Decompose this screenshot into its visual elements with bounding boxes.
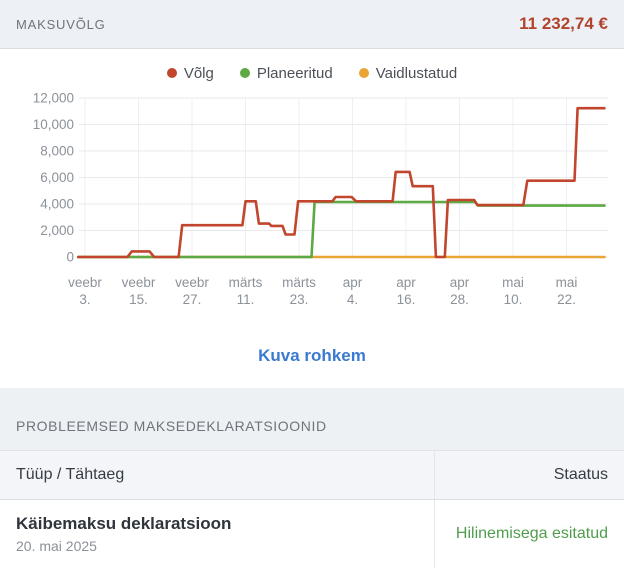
declarations-table-header: Tüüp / Tähtaeg Staatus <box>0 450 624 500</box>
svg-text:10,000: 10,000 <box>33 117 74 132</box>
legend-label: Planeeritud <box>256 64 333 82</box>
show-more-link[interactable]: Kuva rohkem <box>258 346 366 365</box>
legend-dot <box>239 68 250 78</box>
svg-text:4.: 4. <box>347 292 358 307</box>
svg-text:8,000: 8,000 <box>40 144 74 159</box>
declaration-type: Käibemaksu deklaratsioon <box>16 514 232 533</box>
svg-text:4,000: 4,000 <box>40 197 74 212</box>
svg-text:veebr: veebr <box>175 275 209 290</box>
svg-text:3.: 3. <box>79 292 90 307</box>
legend-label: Vaidlustatud <box>375 64 458 82</box>
legend-item-vaidlustatud[interactable]: Vaidlustatud <box>358 64 458 82</box>
legend-item-planeeritud[interactable]: Planeeritud <box>239 64 333 82</box>
svg-text:märts: märts <box>229 275 263 290</box>
svg-text:märts: märts <box>282 275 316 290</box>
column-header-status: Staatus <box>434 451 624 499</box>
panel-header: MAKSUVÕLG 11 232,74 € <box>0 0 624 49</box>
svg-text:apr: apr <box>450 275 470 290</box>
svg-text:22.: 22. <box>557 292 576 307</box>
declaration-status-cell: Hilinemisega esitatud <box>434 500 624 568</box>
legend-item-võlg[interactable]: Võlg <box>166 64 214 82</box>
declarations-rows: Käibemaksu deklaratsioon 20. mai 2025 Hili… <box>0 500 624 568</box>
panel-title: MAKSUVÕLG <box>16 16 106 32</box>
show-more-row: Kuva rohkem <box>0 343 624 370</box>
declaration-due-date: 20. mai 2025 <box>16 538 97 554</box>
svg-text:23.: 23. <box>290 292 309 307</box>
svg-text:11.: 11. <box>237 292 255 307</box>
svg-text:apr: apr <box>396 275 416 290</box>
declaration-status: Hilinemisega esitatud <box>455 525 608 542</box>
svg-text:apr: apr <box>343 275 363 290</box>
line-chart: veebr 3. veebr 15. veebr 27. märts 11. märts 23. a… <box>33 91 608 307</box>
table-row[interactable]: Käibemaksu deklaratsioon 20. mai 2025 Hili… <box>0 500 624 568</box>
svg-text:6,000: 6,000 <box>40 170 74 185</box>
svg-text:mai: mai <box>556 275 578 290</box>
total-debt-amount: 11 232,74 € <box>519 14 608 33</box>
legend-label: Võlg <box>183 64 214 82</box>
chart-section: Võlg Planeeritud Vaidlustatud veebr 3. veebr… <box>0 49 624 388</box>
legend-dot <box>358 68 369 78</box>
svg-text:0: 0 <box>66 250 74 265</box>
svg-text:10.: 10. <box>504 292 523 307</box>
svg-text:mai: mai <box>502 275 524 290</box>
declaration-type-due-cell: Käibemaksu deklaratsioon 20. mai 2025 <box>0 500 434 568</box>
column-header-type-due: Tüüp / Tähtaeg <box>16 466 125 483</box>
svg-text:12,000: 12,000 <box>33 91 74 106</box>
svg-text:veebr: veebr <box>68 275 102 290</box>
declarations-table: Tüüp / Tähtaeg Staatus Käibemaksu deklar… <box>0 450 624 568</box>
svg-text:28.: 28. <box>450 292 469 307</box>
svg-text:2,000: 2,000 <box>40 223 74 238</box>
svg-text:veebr: veebr <box>122 275 156 290</box>
chart-legend: Võlg Planeeritud Vaidlustatud <box>0 62 624 84</box>
svg-text:16.: 16. <box>397 292 416 307</box>
declarations-title: PROBLEEMSED MAKSEDEKLARATSIOONID <box>16 418 327 434</box>
svg-text:27.: 27. <box>183 292 202 307</box>
svg-text:15.: 15. <box>129 292 148 307</box>
declarations-section-header: PROBLEEMSED MAKSEDEKLARATSIOONID <box>0 388 624 450</box>
legend-dot <box>166 68 177 78</box>
